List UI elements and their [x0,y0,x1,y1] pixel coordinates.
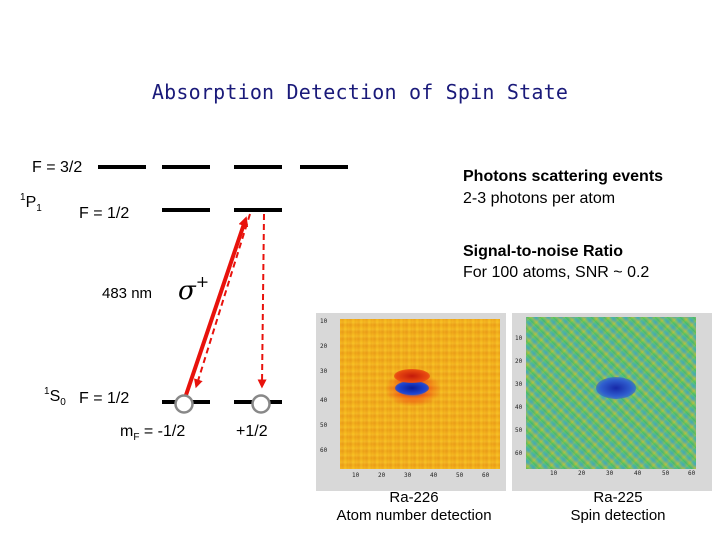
ra225-plot-area [526,317,696,469]
ra226-xtick: 60 [482,472,490,479]
snr-title: Signal-to-noise Ratio [463,243,623,260]
label-mf-right: +1/2 [236,423,268,440]
ra226-ytick: 60 [320,447,328,454]
ra226-xtick: 50 [456,472,464,479]
ra226-ytick: 10 [320,318,328,325]
atom-circle-right [251,394,271,414]
ra225-ytick: 20 [515,358,523,365]
ra225-ytick: 30 [515,381,523,388]
caption-ra225-isotope: Ra-225 [593,489,643,506]
caption-ra225-detection: Spin detection [570,507,666,524]
decay-arrow-right [257,213,267,389]
scattering-title: Photons scattering events [463,168,664,185]
ra225-ytick: 50 [515,427,523,434]
label-mf-left: mF = -1/2 [120,423,186,443]
ra226-xtick: 40 [430,472,438,479]
scattering-detail: 2-3 photons per atom [463,190,616,207]
ra225-xtick: 60 [688,470,696,477]
label-1p1: 1P1 [20,192,42,214]
ra226-xtick: 10 [352,472,360,479]
ra225-xtick: 20 [578,470,586,477]
ra226-ytick: 40 [320,397,328,404]
ra225-ytick: 40 [515,404,523,411]
caption-ra226-detection: Atom number detection [336,507,492,524]
label-p-f12: F = 1/2 [79,205,130,222]
label-f32: F = 3/2 [32,159,83,176]
caption-ra226-isotope: Ra-226 [389,489,439,506]
ra225-xtick: 50 [662,470,670,477]
excitation-arrow [183,216,249,399]
ra225-xtick: 40 [634,470,642,477]
ra226-xtick: 30 [404,472,412,479]
ra225-ytick: 10 [515,335,523,342]
ra226-plot-area [340,319,500,469]
label-1s0: 1S0 [44,386,66,408]
ra226-ytick: 50 [320,422,328,429]
ra225-ytick: 60 [515,450,523,457]
snr-detail: For 100 atoms, SNR ~ 0.2 [463,264,650,281]
ra226-xtick: 20 [378,472,386,479]
ra226-ytick: 20 [320,343,328,350]
slide-title: Absorption Detection of Spin State [151,80,569,104]
wavelength-label: 483 nm [102,285,153,302]
absorption-image-ra226 [316,313,506,491]
sigma-plus-label: σ+ [178,272,210,306]
ra226-ytick: 30 [320,368,328,375]
atom-circle-left [174,394,194,414]
ra225-xtick: 10 [550,470,558,477]
absorption-image-ra225 [512,313,712,491]
ra225-xtick: 30 [606,470,614,477]
label-s-f12: F = 1/2 [79,390,130,407]
